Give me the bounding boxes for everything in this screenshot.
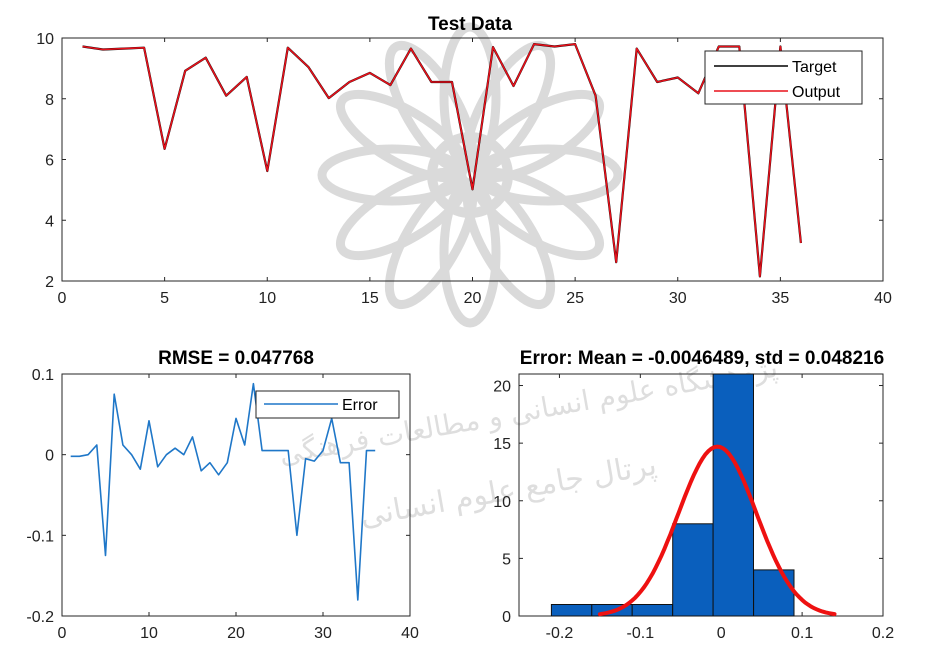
y-tick-label: 10	[493, 494, 511, 511]
y-tick-label: 0	[45, 448, 54, 465]
histogram-bars	[550, 373, 795, 617]
x-tick-label: 0.1	[791, 625, 813, 642]
rosette-petal	[473, 144, 623, 206]
y-tick-label: 0.1	[32, 367, 54, 384]
x-tick-label: 0	[58, 290, 67, 307]
legend-label-error: Error	[342, 397, 378, 414]
rosette-petal	[384, 176, 478, 310]
rosette-petal	[439, 178, 501, 328]
axis-ticks: 0 10 20 30 40 -0.2 -0.1 0 0.1	[26, 367, 419, 642]
error-histogram-plot: Error: Mean = -0.0046489, std = 0.048216…	[493, 348, 894, 642]
x-tick-label: 10	[140, 625, 158, 642]
test-data-plot: Test Data 0 5 10 15 20 25 30 35 40 2 4 6 8 10 Target …	[36, 14, 892, 307]
chart-title: Test Data	[428, 14, 513, 35]
axis-ticks: 0 5 10 15 20 25 30 35 40 2 4 6 8 10	[36, 31, 892, 307]
x-tick-label: 0	[717, 625, 726, 642]
legend: Target Output	[704, 50, 863, 105]
x-tick-label: 15	[361, 290, 379, 307]
rosette-petal	[335, 167, 469, 261]
rosette-petal	[335, 89, 469, 183]
x-tick-label: 20	[464, 290, 482, 307]
x-tick-label: 20	[227, 625, 245, 642]
x-tick-label: 30	[314, 625, 332, 642]
y-tick-label: 0	[502, 609, 511, 626]
x-tick-label: 30	[669, 290, 687, 307]
histogram-bar	[631, 604, 674, 617]
y-tick-label: 10	[36, 31, 54, 48]
rosette-petal	[471, 167, 605, 261]
x-tick-label: 10	[258, 290, 276, 307]
chart-title: Error: Mean = -0.0046489, std = 0.048216	[520, 348, 884, 369]
y-tick-label: 5	[502, 551, 511, 568]
x-tick-label: 0.2	[872, 625, 894, 642]
y-tick-label: -0.1	[26, 528, 54, 545]
x-tick-label: 40	[401, 625, 419, 642]
y-tick-label: 6	[45, 153, 54, 170]
rosette-emblem	[317, 22, 623, 328]
x-tick-label: 0	[58, 625, 67, 642]
y-tick-label: 15	[493, 436, 511, 453]
fit-curve-line	[597, 444, 837, 617]
legend-label-target: Target	[792, 59, 837, 76]
rmse-error-plot: RMSE = 0.047768 0 10 20 30 40 -0.2 -0.1 0 0.1 Er…	[26, 348, 419, 642]
y-tick-label: -0.2	[26, 609, 54, 626]
y-tick-label: 2	[45, 274, 54, 291]
y-tick-label: 4	[45, 213, 54, 230]
rosette-petal	[317, 144, 467, 206]
series-line-output	[82, 43, 802, 278]
series-lines	[70, 382, 376, 601]
rosette-petal	[439, 22, 501, 172]
x-tick-label: -0.1	[627, 625, 655, 642]
x-tick-label: 5	[160, 290, 169, 307]
chart-title: RMSE = 0.047768	[158, 348, 314, 369]
normal-fit-curve	[597, 444, 837, 617]
y-tick-label: 8	[45, 92, 54, 109]
watermark-line2: پرتال جامع علوم انسانی	[357, 447, 659, 534]
legend: Error	[255, 390, 400, 419]
histogram-bar	[753, 569, 795, 617]
series-line-error	[70, 382, 376, 601]
histogram-bar	[712, 373, 754, 617]
x-tick-label: -0.2	[546, 625, 574, 642]
histogram-bar	[672, 523, 714, 617]
legend-label-output: Output	[792, 84, 841, 101]
histogram-bar	[550, 604, 593, 617]
series-lines	[82, 42, 802, 278]
y-tick-label: 20	[493, 379, 511, 396]
x-tick-label: 40	[874, 290, 892, 307]
rosette-center	[427, 132, 513, 218]
rosette-petal	[471, 89, 605, 183]
x-tick-label: 35	[771, 290, 789, 307]
x-tick-label: 25	[566, 290, 584, 307]
legend-box	[704, 50, 863, 105]
